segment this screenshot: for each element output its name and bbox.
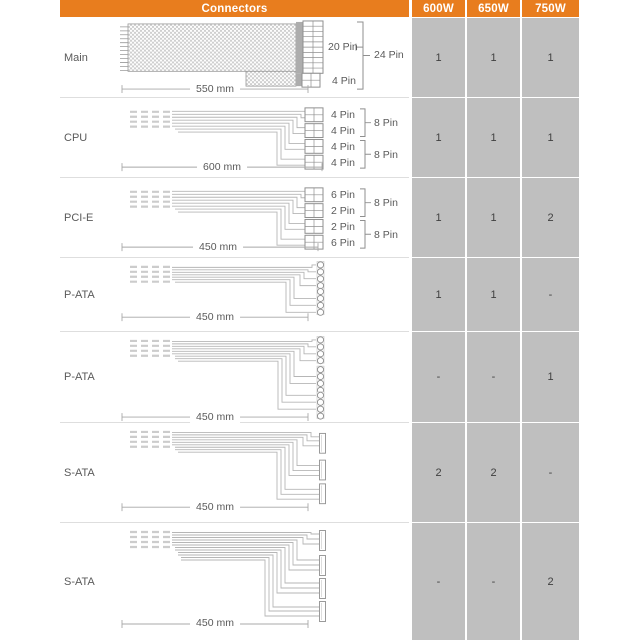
pin-label: 4 Pin <box>332 75 356 87</box>
table-row-pata-1: P-ATA 450 mm 1 1 - <box>60 258 639 332</box>
qty-650w: 1 <box>467 98 520 178</box>
pin-group-label: 8 Pin <box>374 229 398 241</box>
cable-length-label: 450 mm <box>193 241 243 254</box>
qty-600w: 1 <box>412 178 465 258</box>
qty-600w: 1 <box>412 98 465 178</box>
pin-group-label: 8 Pin <box>374 197 398 209</box>
qty-600w: - <box>412 332 465 423</box>
table-row-main: Main 20 Pin 4 Pin 24 Pin 550 mm <box>60 18 639 98</box>
connector-cell: PCI-E 6 Pin 2 Pin 2 Pin 6 Pin 8 Pin <box>60 178 409 258</box>
table-row-sata-2: S-ATA 450 mm - - 2 <box>60 523 639 640</box>
cable-length-label: 450 mm <box>190 411 240 424</box>
qty-750w: - <box>522 423 579 523</box>
qty-650w: 1 <box>467 258 520 332</box>
connector-cell: S-ATA 450 mm <box>60 523 409 640</box>
pin-label: 4 Pin <box>331 109 355 121</box>
header-650w: 650W <box>467 0 520 17</box>
cable-length-label: 450 mm <box>190 501 240 514</box>
connector-type-label: P-ATA <box>64 288 95 301</box>
qty-650w: 1 <box>467 18 520 98</box>
cable-length-label: 450 mm <box>190 617 240 630</box>
header-connectors: Connectors <box>60 0 409 17</box>
qty-600w: 1 <box>412 258 465 332</box>
pin-label: 20 Pin <box>328 41 358 53</box>
table-header: Connectors 600W 650W 750W <box>60 0 639 17</box>
header-600w: 600W <box>412 0 465 17</box>
connector-cell: CPU 4 Pin 4 Pin 4 Pin 4 Pin 8 Pin 8 <box>60 98 409 178</box>
qty-600w: - <box>412 523 465 640</box>
qty-650w: 2 <box>467 423 520 523</box>
pin-label: 2 Pin <box>331 221 355 233</box>
pata-cable-diagram <box>121 336 325 422</box>
pin-label: 4 Pin <box>331 125 355 137</box>
cable-length-label: 450 mm <box>190 311 240 324</box>
qty-750w: 2 <box>522 178 579 258</box>
connector-cell: P-ATA 450 mm <box>60 332 409 424</box>
qty-750w: 2 <box>522 523 579 640</box>
header-750w: 750W <box>522 0 579 17</box>
qty-750w: 1 <box>522 98 579 178</box>
connector-type-label: S-ATA <box>64 575 95 588</box>
qty-650w: - <box>467 332 520 423</box>
connector-type-label: P-ATA <box>64 371 95 383</box>
cable-length-label: 600 mm <box>197 161 247 174</box>
connector-type-label: S-ATA <box>64 466 95 479</box>
qty-650w: - <box>467 523 520 640</box>
cable-length-label: 550 mm <box>190 83 240 96</box>
connector-cell: Main 20 Pin 4 Pin 24 Pin 550 mm <box>60 18 409 98</box>
pin-group-label: 24 Pin <box>374 49 404 61</box>
connector-cell: S-ATA 450 mm <box>60 423 409 523</box>
qty-750w: 1 <box>522 18 579 98</box>
pin-label: 6 Pin <box>331 189 355 201</box>
table-row-sata-1: S-ATA 450 mm 2 2 - <box>60 423 639 523</box>
pata-cable-diagram <box>121 261 325 322</box>
connector-type-label: CPU <box>64 131 88 144</box>
qty-600w: 1 <box>412 18 465 98</box>
connector-type-label: Main <box>64 51 88 64</box>
connector-type-label: PCI-E <box>64 211 94 224</box>
pin-group-label: 8 Pin <box>374 149 398 161</box>
table-row-pata-2: P-ATA 450 mm - - 1 <box>60 332 639 424</box>
qty-750w: 1 <box>522 332 579 423</box>
table-row-pcie: PCI-E 6 Pin 2 Pin 2 Pin 6 Pin 8 Pin <box>60 178 639 258</box>
spec-table: Connectors 600W 650W 750W Main <box>60 0 639 640</box>
main-cable-diagram <box>120 20 370 94</box>
qty-750w: - <box>522 258 579 332</box>
pin-group-label: 8 Pin <box>374 117 398 129</box>
pin-label: 2 Pin <box>331 205 355 217</box>
qty-600w: 2 <box>412 423 465 523</box>
pin-label: 4 Pin <box>331 141 355 153</box>
pin-label: 4 Pin <box>331 157 355 169</box>
connector-cell: P-ATA 450 mm <box>60 258 409 332</box>
pin-label: 6 Pin <box>331 237 355 249</box>
table-row-cpu: CPU 4 Pin 4 Pin 4 Pin 4 Pin 8 Pin 8 <box>60 98 639 178</box>
qty-650w: 1 <box>467 178 520 258</box>
